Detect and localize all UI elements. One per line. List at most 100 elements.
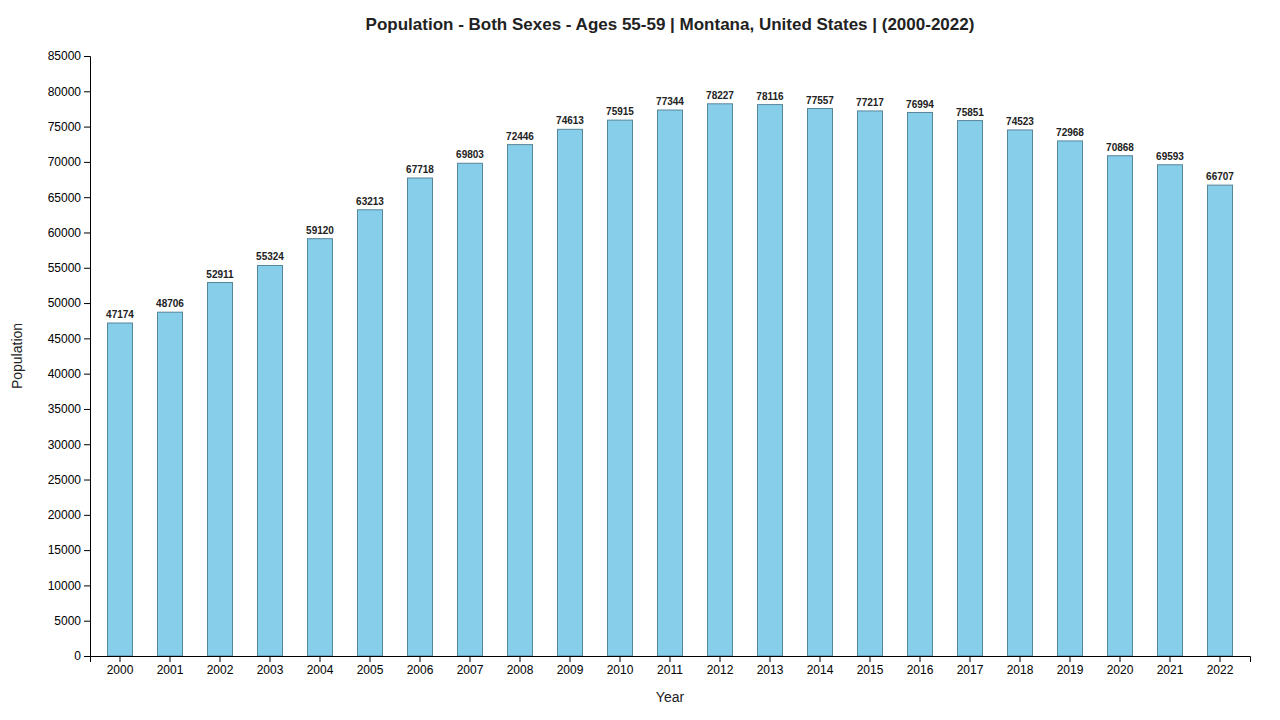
tick-mark xyxy=(1070,656,1071,662)
bar xyxy=(658,110,683,656)
bar xyxy=(858,111,883,656)
y-tick: 0 xyxy=(74,649,90,663)
tick-mark xyxy=(320,656,321,662)
bar xyxy=(758,105,783,656)
tick-label: 2012 xyxy=(707,663,734,677)
y-tick: 70000 xyxy=(48,155,90,169)
bar xyxy=(358,210,383,656)
tick-label: 2022 xyxy=(1207,663,1234,677)
y-tick: 35000 xyxy=(48,402,90,416)
data-label: 74613 xyxy=(556,115,584,126)
y-tick: 25000 xyxy=(48,473,90,487)
bar xyxy=(1158,165,1183,656)
tick-mark xyxy=(270,656,271,662)
tick-label: 2019 xyxy=(1057,663,1084,677)
y-tick: 40000 xyxy=(48,367,90,381)
tick-mark xyxy=(84,585,90,586)
tick-mark xyxy=(670,656,671,662)
tick-mark xyxy=(1020,656,1021,662)
tick-label: 2007 xyxy=(457,663,484,677)
y-tick: 20000 xyxy=(48,508,90,522)
x-tick: 2019 xyxy=(1057,656,1084,677)
x-tick: 2014 xyxy=(807,656,834,677)
tick-mark xyxy=(470,656,471,662)
data-label: 75915 xyxy=(606,106,634,117)
tick-mark xyxy=(84,232,90,233)
tick-label: 65000 xyxy=(48,191,82,205)
tick-label: 15000 xyxy=(48,543,82,557)
x-tick: 2020 xyxy=(1107,656,1134,677)
tick-mark xyxy=(84,197,90,198)
tick-label: 55000 xyxy=(48,261,82,275)
x-axis: 2000200120022003200420052006200720082009… xyxy=(91,656,1251,677)
tick-label: 2013 xyxy=(757,663,784,677)
x-tick: 2017 xyxy=(957,656,984,677)
tick-label: 70000 xyxy=(48,155,82,169)
data-label: 52911 xyxy=(206,269,234,280)
y-tick: 65000 xyxy=(48,191,90,205)
data-label: 47174 xyxy=(106,309,134,320)
tick-mark xyxy=(720,656,721,662)
tick-label: 2016 xyxy=(907,663,934,677)
x-tick: 2006 xyxy=(407,656,434,677)
data-label: 70868 xyxy=(1106,142,1134,153)
tick-label: 75000 xyxy=(48,120,82,134)
x-tick: 2012 xyxy=(707,656,734,677)
tick-label: 60000 xyxy=(48,226,82,240)
y-tick: 85000 xyxy=(48,49,90,63)
y-axis-title: Population xyxy=(9,323,25,389)
tick-label: 50000 xyxy=(48,296,82,310)
tick-label: 5000 xyxy=(54,614,81,628)
x-tick: 2007 xyxy=(457,656,484,677)
bar xyxy=(208,283,233,656)
tick-label: 25000 xyxy=(48,473,82,487)
tick-mark xyxy=(84,162,90,163)
axis-line xyxy=(91,657,1251,663)
data-label: 72446 xyxy=(506,131,534,142)
tick-mark xyxy=(1120,656,1121,662)
tick-label: 30000 xyxy=(48,438,82,452)
tick-label: 0 xyxy=(74,649,81,663)
y-tick: 15000 xyxy=(48,543,90,557)
tick-label: 2000 xyxy=(107,663,134,677)
x-tick: 2002 xyxy=(207,656,234,677)
tick-mark xyxy=(84,480,90,481)
x-tick: 2003 xyxy=(257,656,284,677)
y-tick: 50000 xyxy=(48,296,90,310)
bar xyxy=(258,265,283,656)
data-label: 78116 xyxy=(756,91,784,102)
tick-label: 2020 xyxy=(1107,663,1134,677)
tick-label: 2017 xyxy=(957,663,984,677)
tick-label: 2018 xyxy=(1007,663,1034,677)
tick-label: 2015 xyxy=(857,663,884,677)
data-label: 67718 xyxy=(406,164,434,175)
bar xyxy=(108,323,133,656)
x-tick: 2004 xyxy=(307,656,334,677)
bar xyxy=(458,163,483,656)
tick-label: 40000 xyxy=(48,367,82,381)
bar xyxy=(1008,130,1033,656)
bar xyxy=(558,129,583,656)
tick-mark xyxy=(770,656,771,662)
tick-label: 2002 xyxy=(207,663,234,677)
bar xyxy=(158,312,183,656)
x-tick: 2022 xyxy=(1207,656,1234,677)
tick-mark xyxy=(370,656,371,662)
data-label: 48706 xyxy=(156,298,184,309)
bar xyxy=(608,120,633,656)
bar xyxy=(308,239,333,656)
tick-label: 20000 xyxy=(48,508,82,522)
x-tick: 2005 xyxy=(357,656,384,677)
y-axis: 0500010000150002000025000300003500040000… xyxy=(48,49,91,663)
bar xyxy=(908,113,933,656)
tick-mark xyxy=(84,621,90,622)
bar xyxy=(808,109,833,656)
tick-mark xyxy=(84,56,90,57)
tick-mark xyxy=(620,656,621,662)
tick-label: 2006 xyxy=(407,663,434,677)
data-label: 76994 xyxy=(906,99,934,110)
x-tick: 2015 xyxy=(857,656,884,677)
tick-mark xyxy=(970,656,971,662)
x-tick: 2011 xyxy=(657,656,683,677)
tick-mark xyxy=(84,268,90,269)
